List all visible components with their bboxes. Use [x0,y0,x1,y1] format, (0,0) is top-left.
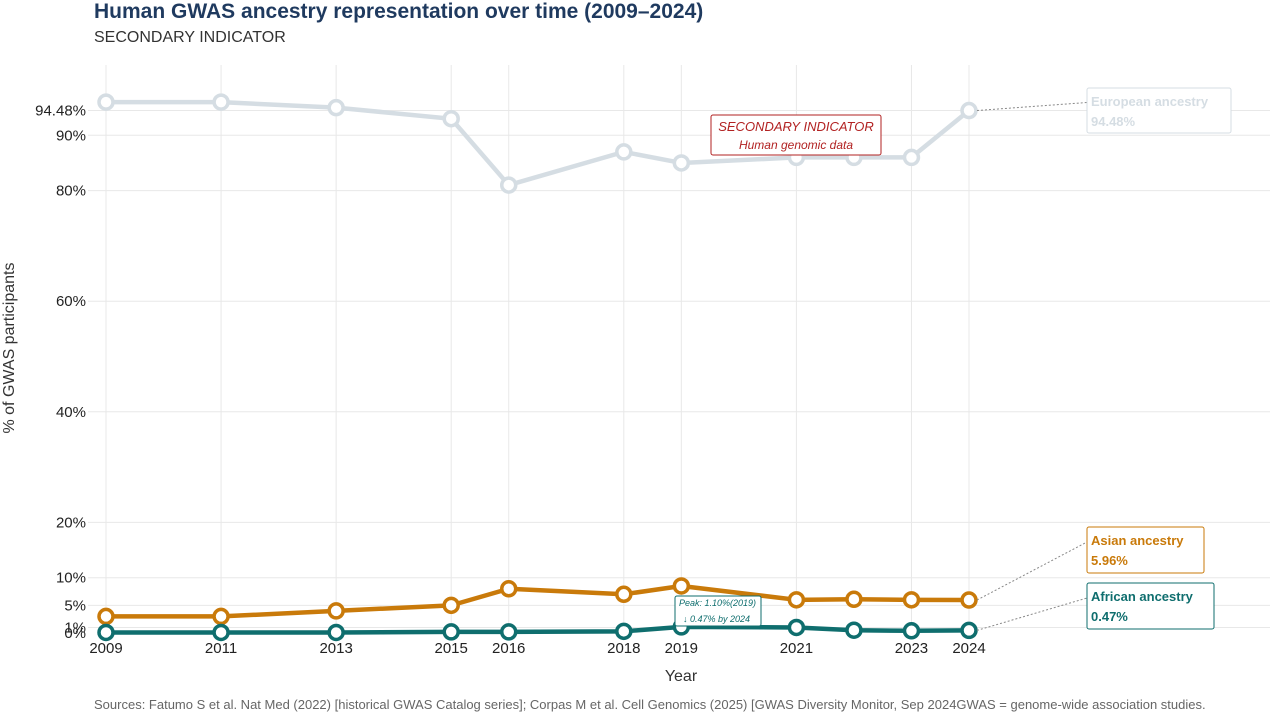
chart-title: Human GWAS ancestry representation over … [94,0,704,23]
series-african-ancestry [97,618,978,642]
data-point [787,591,806,609]
end-label: African ancestry 0.47% [1086,582,1215,630]
x-axis-title: Year [665,668,698,685]
x-tick-label: 2021 [780,640,813,657]
callout-line-2: Human genomic data [739,138,853,152]
y-tick-label: 5% [64,597,86,614]
y-tick-label: 90% [56,127,86,144]
data-point [97,623,115,642]
annotation-layer: SECONDARY INDICATOR Human genomic data P… [674,114,882,627]
axis-layer: 0%1% 5% 10% 20% 40% 60% 80% 90% 94.48% 2009 2011 20… [1,103,986,685]
x-tick-label: 2013 [319,640,352,657]
data-point [499,176,518,194]
x-tick-label: 2024 [952,640,985,657]
data-point [97,607,115,626]
data-point [845,590,863,609]
data-point [902,622,921,640]
peak-note-box [674,595,762,627]
x-tick-label: 2011 [205,640,237,657]
data-point [960,621,978,640]
data-point [499,580,518,598]
peak-note-line-2: ↓ 0.47% by 2024 [683,614,750,624]
x-tick-label: 2018 [607,640,640,657]
secondary-indicator-callout: SECONDARY INDICATOR Human genomic data [710,114,882,156]
end-label-value: 5.96% [1091,553,1128,568]
data-point [327,623,345,642]
leader-line [976,541,1088,601]
data-point [97,93,115,111]
data-point [499,623,518,641]
series-layer [97,93,978,642]
data-point [672,154,691,172]
end-label-name: Asian ancestry [1091,533,1184,548]
end-label-box [1086,526,1205,574]
end-label-name: European ancestry [1091,94,1209,109]
chart-subtitle: SECONDARY INDICATOR [94,29,286,46]
y-tick-label: 80% [56,183,86,200]
y-tick-label: 20% [56,514,86,531]
data-point [960,101,978,120]
data-point [672,577,691,595]
y-tick-label: 40% [56,404,86,421]
callout-line-1: SECONDARY INDICATOR [718,119,874,134]
peak-note: Peak: 1.10%(2019) ↓ 0.47% by 2024 [674,595,762,627]
end-label-box [1086,87,1232,134]
end-label-box [1086,582,1215,630]
y-tick-label: 60% [56,293,86,310]
y-tick-label: 1% [64,619,86,636]
data-point [327,98,345,117]
y-tick-label: 0% [64,625,86,642]
data-point [327,602,345,620]
x-tick-label: 2009 [89,640,122,657]
end-label-value: 94.48% [1091,114,1136,129]
leader-line [976,597,1088,631]
data-point [615,585,633,604]
end-label-layer: European ancestry 94.48% Asian ancestry 5.9… [976,87,1232,631]
data-point [615,143,633,161]
y-tick-label: 10% [56,570,86,587]
series-asian-ancestry [97,577,978,626]
callout-box [710,114,882,156]
leader-line [976,102,1088,112]
y-axis-title: % of GWAS participants [1,262,18,433]
data-point [902,148,921,167]
x-tick-label: 2019 [665,640,698,657]
x-tick-label: 2015 [435,640,468,657]
data-point [615,622,633,641]
end-label-name: African ancestry [1091,589,1194,604]
data-point [442,623,460,641]
end-label: European ancestry 94.48% [1086,87,1232,134]
data-point [902,591,921,609]
data-point [212,623,230,642]
source-note: Sources: Fatumo S et al. Nat Med (2022) … [94,697,1206,712]
data-point [212,93,230,111]
data-point [787,618,806,637]
series-line [103,583,972,619]
data-point [212,607,230,626]
data-point [442,109,460,128]
data-point [960,591,978,609]
data-point [442,596,460,615]
peak-note-line-1: Peak: 1.10%(2019) [679,598,756,608]
x-tick-label: 2016 [492,640,525,657]
x-tick-label: 2023 [895,640,928,657]
y-tick-label: 94.48% [35,103,86,120]
data-point [845,621,863,639]
end-label-value: 0.47% [1091,609,1128,624]
end-label: Asian ancestry 5.96% [1086,526,1205,574]
